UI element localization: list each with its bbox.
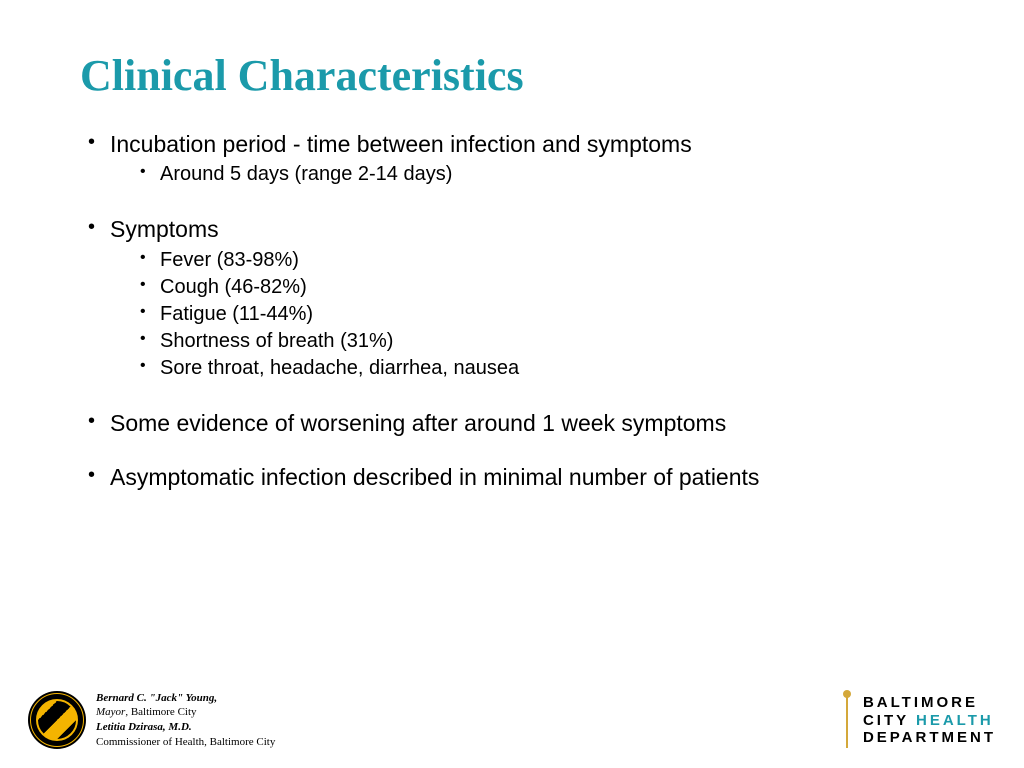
bullet-text: Asymptomatic infection described in mini… [110,464,759,490]
sub-item: Sore throat, headache, diarrhea, nausea [140,355,954,382]
list-item: Symptoms Fever (83-98%) Cough (46-82%) F… [88,216,954,381]
city-seal-icon [28,691,86,749]
bchd-logo: BALTIMORE CITY HEALTH DEPARTMENT [839,692,996,748]
bullet-text: Some evidence of worsening after around … [110,410,726,436]
caduceus-icon [839,692,855,748]
sub-item: Cough (46-82%) [140,274,954,301]
credit-line-1: Bernard C. "Jack" Young, [96,691,275,706]
list-item: Incubation period - time between infecti… [88,131,954,188]
sub-item: Fatigue (11-44%) [140,301,954,328]
credit-line-4: Commissioner of Health, Baltimore City [96,735,275,750]
bullet-text: Symptoms [110,216,219,242]
credit-line-2: Mayor, Baltimore City [96,705,275,720]
bullet-text: Incubation period - time between infecti… [110,131,692,157]
footer-credits: Bernard C. "Jack" Young, Mayor, Baltimor… [96,691,275,750]
sub-item: Around 5 days (range 2-14 days) [140,161,954,188]
sub-list: Around 5 days (range 2-14 days) [110,161,954,188]
slide-content: Clinical Characteristics Incubation peri… [0,0,1024,491]
footer-left: Bernard C. "Jack" Young, Mayor, Baltimor… [28,691,275,750]
bullet-list: Incubation period - time between infecti… [70,131,954,491]
slide-title: Clinical Characteristics [80,50,954,101]
slide-footer: Bernard C. "Jack" Young, Mayor, Baltimor… [28,691,996,750]
sub-item: Fever (83-98%) [140,247,954,274]
bchd-logo-text: BALTIMORE CITY HEALTH DEPARTMENT [863,694,996,746]
list-item: Asymptomatic infection described in mini… [88,464,954,490]
list-item: Some evidence of worsening after around … [88,410,954,436]
sub-list: Fever (83-98%) Cough (46-82%) Fatigue (1… [110,247,954,382]
credit-line-3: Letitia Dzirasa, M.D. [96,720,275,735]
sub-item: Shortness of breath (31%) [140,328,954,355]
